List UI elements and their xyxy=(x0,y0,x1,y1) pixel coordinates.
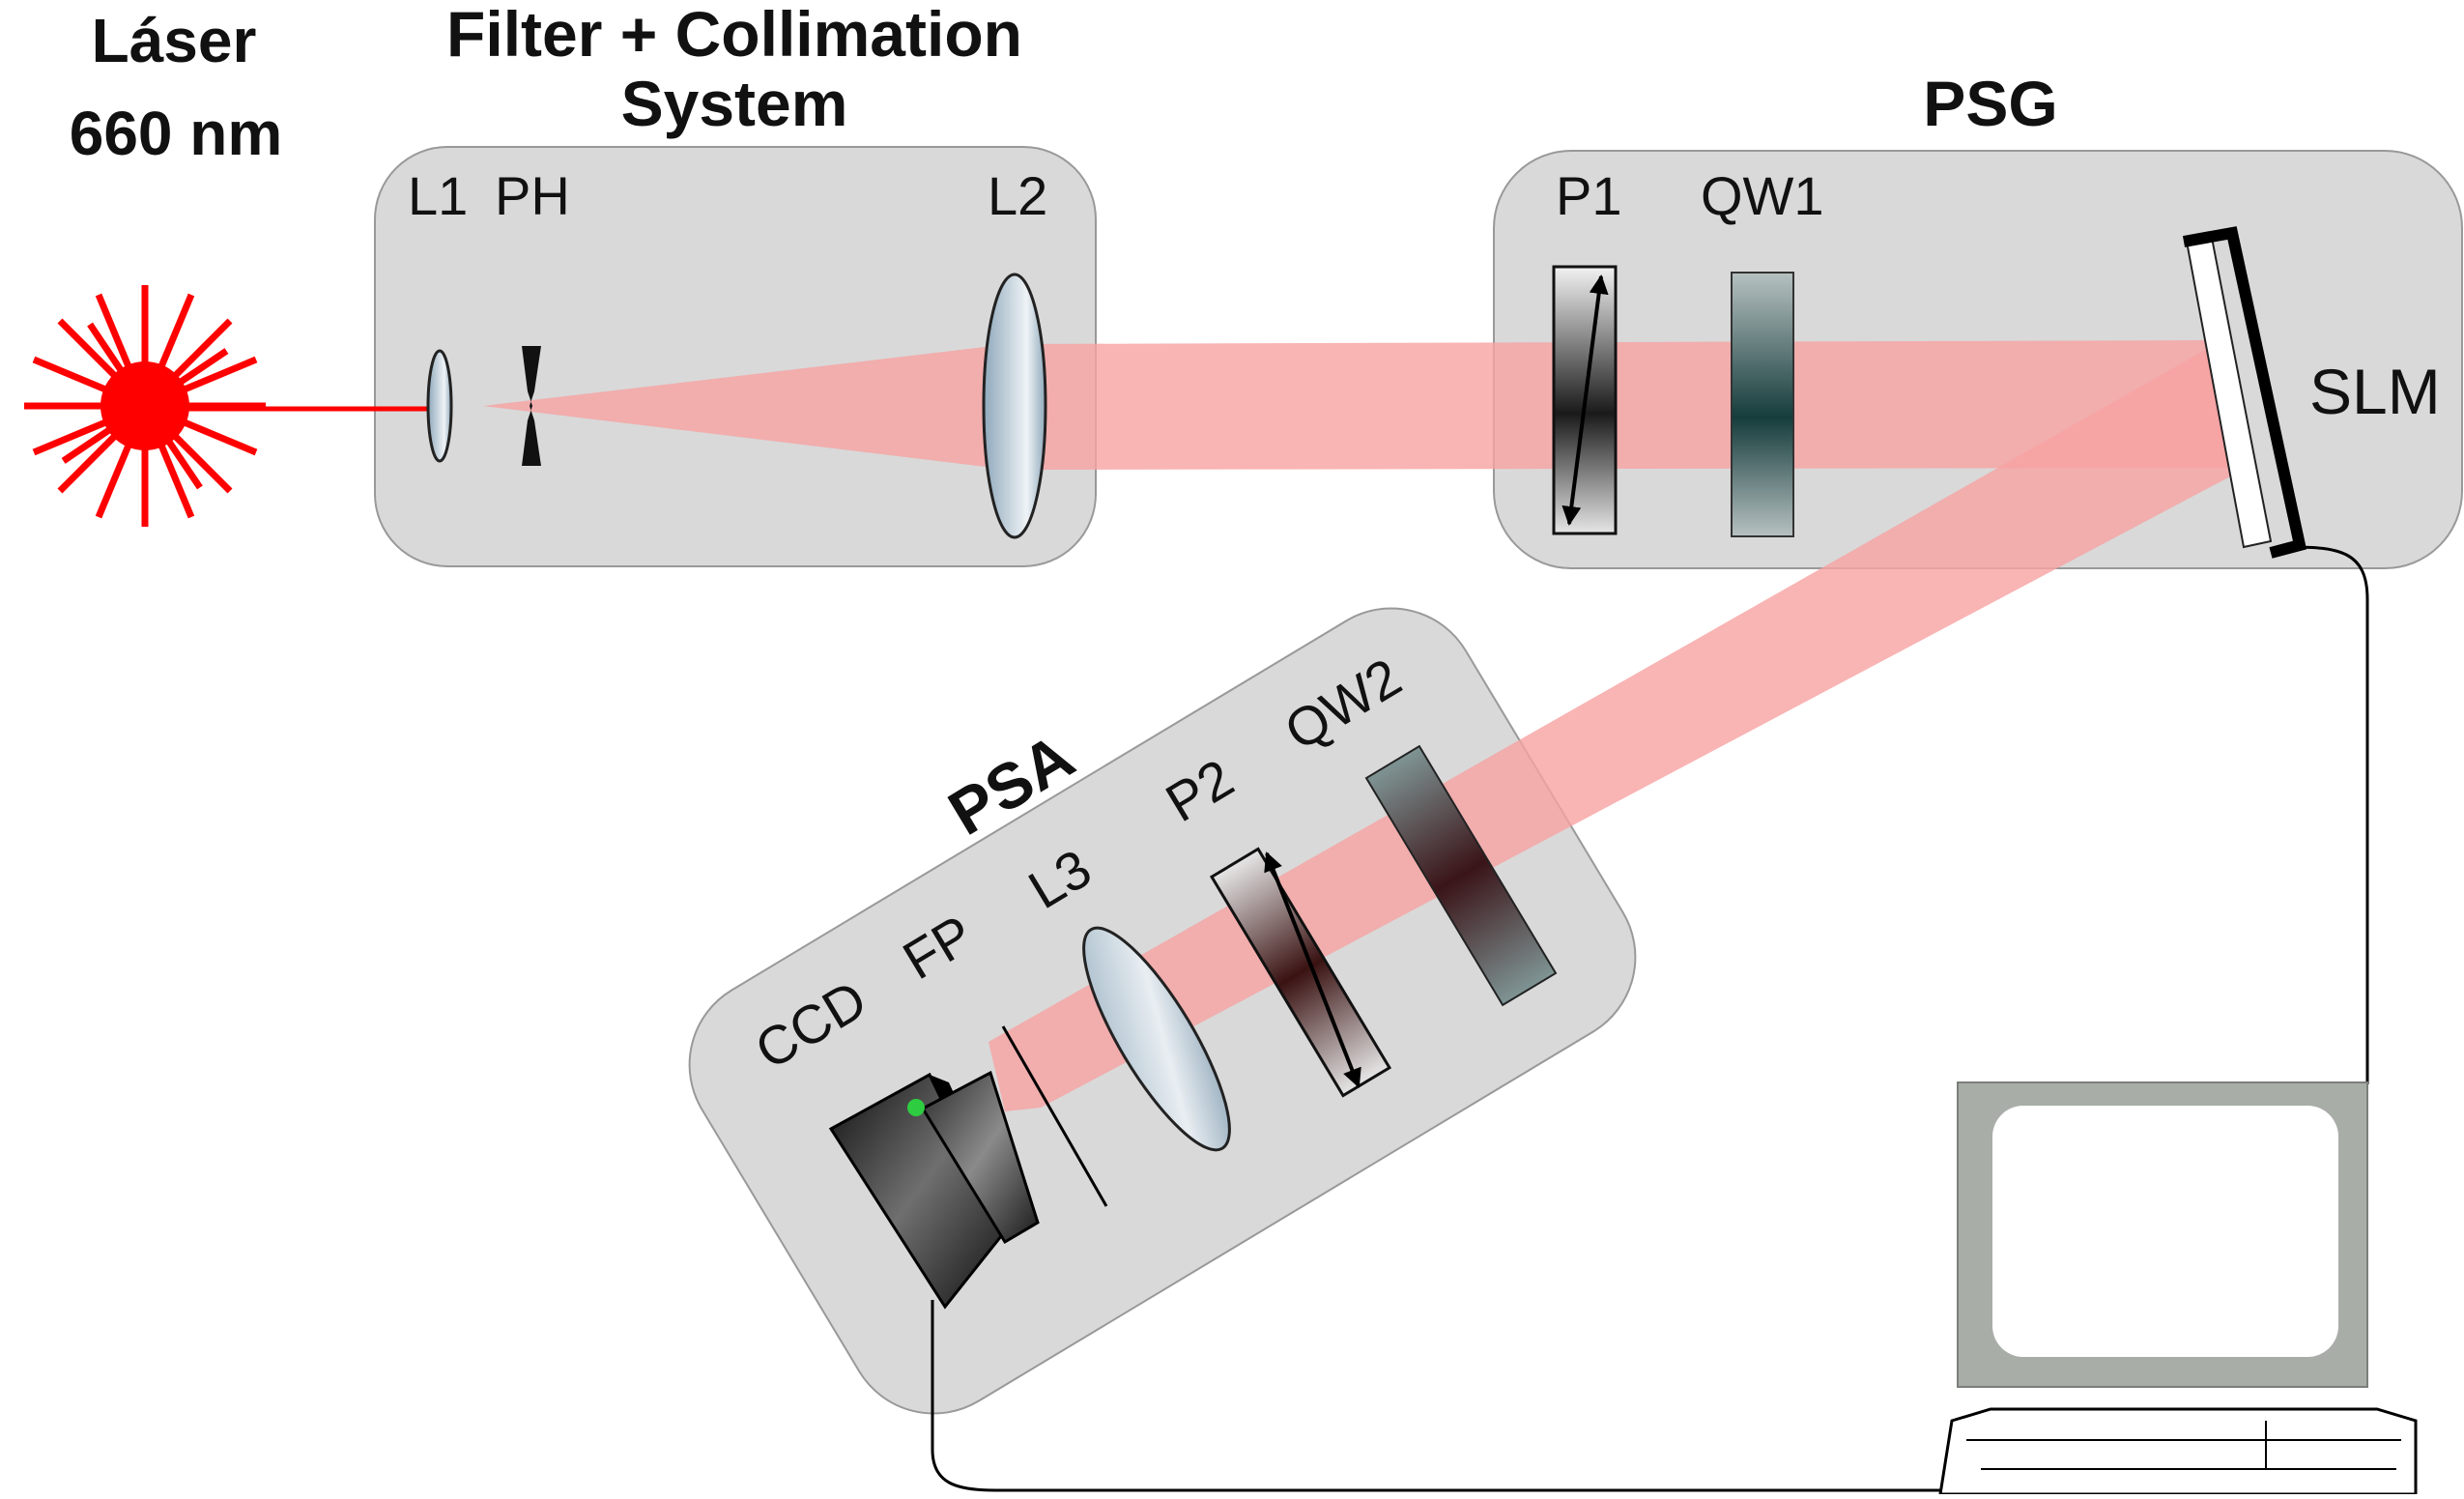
slm-device xyxy=(2182,226,2307,559)
qw1-label: QW1 xyxy=(1701,165,1824,226)
p1-label: P1 xyxy=(1556,165,1622,226)
keyboard xyxy=(1938,1407,2418,1496)
camera-icon xyxy=(828,1070,1040,1310)
lens-l3 xyxy=(1082,926,1231,1152)
slm-frame xyxy=(2182,226,2307,559)
slm-label: SLM xyxy=(2309,356,2441,427)
l1-label: L1 xyxy=(408,165,468,226)
l2-label: L2 xyxy=(988,165,1047,226)
laser-label-line1: Láser xyxy=(92,6,257,75)
psg-label: PSG xyxy=(1923,68,2057,139)
quarter-wave-qw2 xyxy=(1364,744,1558,1007)
p1-axis-arrow xyxy=(1561,274,1609,526)
computer-icon xyxy=(1938,1081,2418,1496)
lens-l1 xyxy=(426,349,453,463)
p2-axis-arrow xyxy=(1264,851,1361,1088)
beam-collimated xyxy=(1010,340,2242,470)
filter-label-line2: System xyxy=(621,68,848,139)
ccd-cable xyxy=(931,1300,1942,1492)
slm-cable xyxy=(2289,545,2369,1084)
camera-lens-mount xyxy=(920,1070,1040,1245)
filter-label-line1: Filter + Collimation xyxy=(446,0,1022,70)
beam-cone-expanding xyxy=(483,344,1010,470)
pinhole-ph xyxy=(522,346,541,466)
ph-label: PH xyxy=(495,165,570,226)
camera-indicator-led xyxy=(907,1099,925,1116)
laser-label-line2: 660 nm xyxy=(70,99,283,168)
lens-l2 xyxy=(982,273,1047,539)
quarter-wave-qw1 xyxy=(1731,272,1794,537)
monitor-screen xyxy=(1992,1106,2338,1357)
laser-icon xyxy=(24,285,266,527)
focal-plane-fp xyxy=(1001,1025,1108,1207)
beam-focusing xyxy=(988,1042,1041,1111)
